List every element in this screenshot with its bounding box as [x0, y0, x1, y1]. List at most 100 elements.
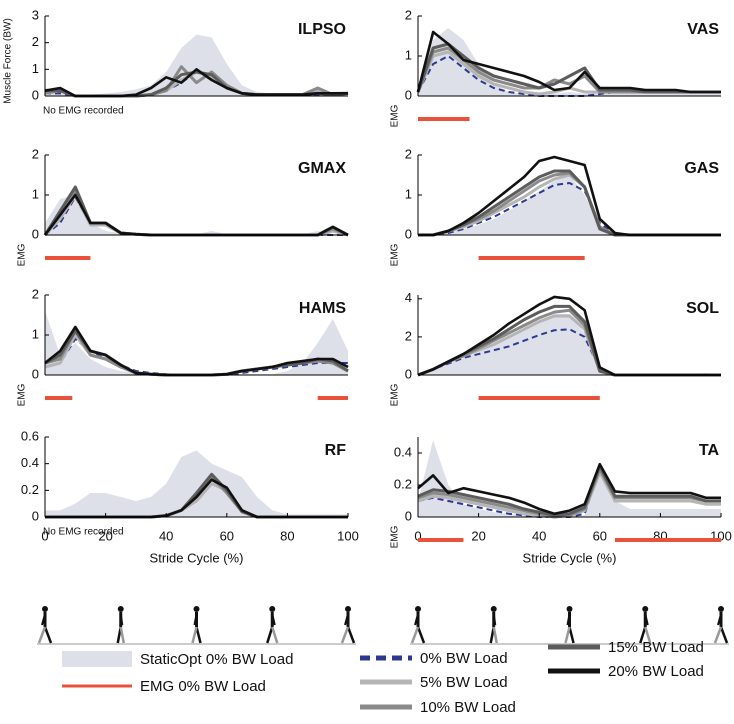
y-tick-label: 1: [405, 47, 412, 62]
walker-leg: [271, 626, 279, 644]
walker-arm: [644, 613, 649, 626]
walker-leg: [568, 626, 575, 644]
emg-label: EMG: [17, 383, 28, 406]
walker-leg: [119, 626, 125, 644]
walker-leg: [340, 626, 350, 644]
legend-label: 10% BW Load: [420, 699, 516, 716]
walker-head: [117, 606, 124, 612]
x-tick-label: 20: [98, 528, 112, 543]
walker-leg: [492, 626, 498, 644]
panel-title: GMAX: [298, 160, 346, 177]
legend-label: 20% BW Load: [608, 663, 704, 680]
legend-label: EMG 0% BW Load: [140, 678, 266, 695]
static-opt-band: [45, 195, 348, 235]
walker-leg: [191, 626, 198, 644]
legend-label: 0% BW Load: [420, 650, 508, 667]
y-tick-label: 0.2: [394, 476, 412, 491]
walker-arm: [41, 613, 46, 626]
walker-figure: [713, 606, 729, 644]
walker-leg: [346, 626, 356, 644]
panel-title: VAS: [687, 21, 719, 38]
walker-head: [345, 606, 351, 612]
y-tick-label: 0: [32, 226, 39, 241]
walker-leg: [564, 626, 571, 644]
walker-leg: [43, 626, 53, 644]
walker-head: [415, 606, 421, 612]
y-tick-label: 1: [32, 186, 39, 201]
walker-head: [42, 606, 48, 612]
walker-figure: [116, 606, 125, 644]
x-tick-label: 60: [220, 528, 234, 543]
panel-title: TA: [699, 442, 720, 459]
y-tick-label: 1: [32, 61, 39, 76]
panel-title: SOL: [686, 300, 719, 317]
walker-arm: [717, 613, 722, 626]
walker-figure: [564, 606, 575, 644]
static-opt-band: [45, 311, 348, 375]
emg-bar: [45, 396, 73, 400]
y-tick-label: 2: [405, 7, 412, 22]
x-tick-label: 40: [159, 528, 173, 543]
static-opt-band: [418, 440, 721, 517]
walker-arm: [414, 613, 419, 626]
x-axis-label: Stride Cycle (%): [150, 550, 244, 565]
y-tick-label: 0: [32, 87, 39, 102]
emg-bar: [418, 538, 464, 542]
force-line: [416, 30, 721, 94]
walker-leg: [266, 626, 274, 644]
walker-head: [566, 606, 573, 612]
walker-figure: [489, 606, 498, 644]
y-tick-label: 0.2: [21, 482, 39, 497]
walker-leg: [639, 626, 647, 644]
force-line: [417, 462, 721, 516]
force-line: [417, 464, 721, 517]
x-tick-label: 0: [41, 528, 48, 543]
legend-label: 15% BW Load: [608, 639, 704, 656]
walker-arm: [492, 613, 497, 626]
y-tick-label: 1: [32, 326, 39, 341]
emg-label: EMG: [390, 383, 401, 406]
y-tick-label: 2: [32, 146, 39, 161]
walker-arm: [119, 613, 124, 626]
walker-head: [490, 606, 497, 612]
force-line: [417, 467, 721, 519]
y-axis-label: Muscle Force (BW): [3, 18, 14, 104]
walker-arm: [271, 613, 276, 626]
walker-leg: [195, 626, 202, 644]
legend-swatch: [62, 651, 132, 667]
walker-leg: [410, 626, 420, 644]
y-tick-label: 2: [32, 286, 39, 301]
emg-label: EMG: [17, 243, 28, 266]
panel-title: ILPSO: [298, 21, 346, 38]
walker-head: [193, 606, 200, 612]
walker-leg: [719, 626, 729, 644]
static-opt-band: [45, 34, 348, 96]
walker-figure: [639, 606, 652, 644]
walker-figure: [410, 606, 426, 644]
no-emg-note: No EMG recorded: [43, 106, 124, 117]
static-opt-band: [418, 175, 721, 235]
walker-head: [269, 606, 276, 612]
walker-arm: [566, 613, 571, 626]
emg-bar: [478, 256, 585, 260]
y-tick-label: 0.4: [394, 444, 412, 459]
legend-label: StaticOpt 0% BW Load: [140, 651, 293, 668]
panel-title: HAMS: [299, 300, 346, 317]
emg-bar: [317, 396, 348, 400]
walker-leg: [416, 626, 426, 644]
y-tick-label: 0: [405, 366, 412, 381]
y-tick-label: 1: [405, 186, 412, 201]
x-tick-label: 100: [337, 528, 359, 543]
walker-figure: [266, 606, 279, 644]
y-tick-label: 0.6: [21, 428, 39, 443]
y-tick-label: 0: [405, 226, 412, 241]
x-tick-label: 40: [532, 528, 546, 543]
y-tick-label: 0: [32, 508, 39, 523]
walker-leg: [37, 626, 47, 644]
panel-title: RF: [325, 442, 347, 459]
y-tick-label: 2: [32, 34, 39, 49]
walker-leg: [644, 626, 652, 644]
y-tick-label: 0: [32, 366, 39, 381]
y-tick-label: 4: [405, 290, 412, 305]
